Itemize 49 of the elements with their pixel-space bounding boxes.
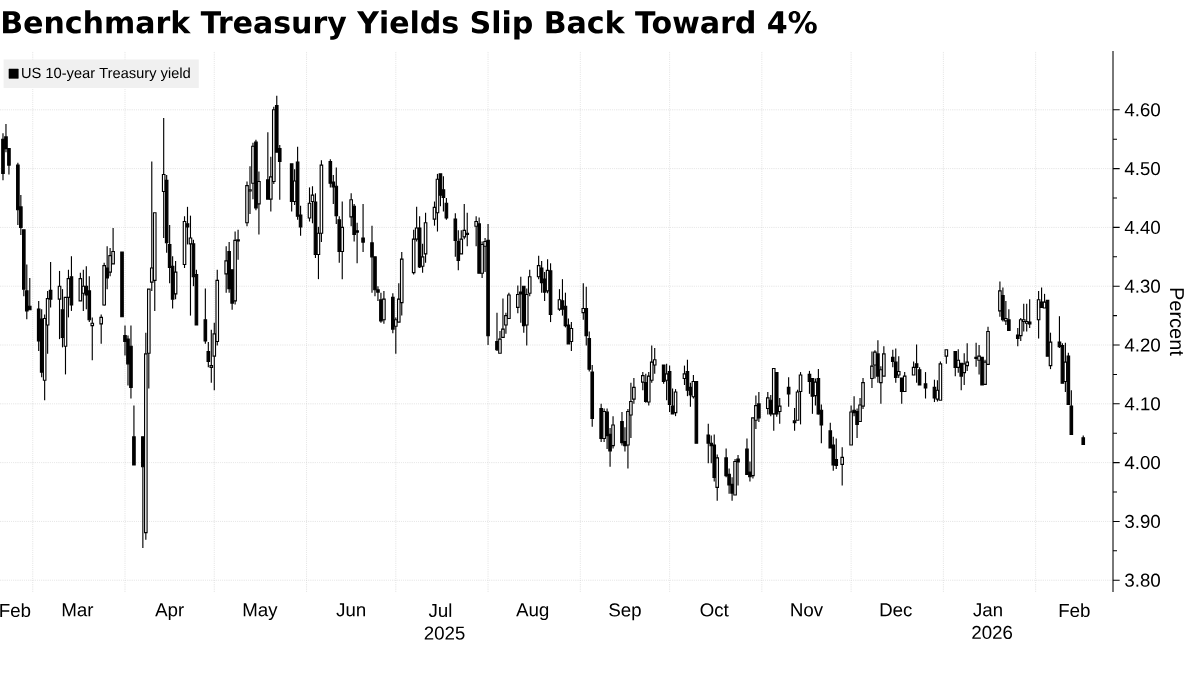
candlestick: [370, 225, 374, 294]
y-tick-label: 4.10: [1124, 397, 1160, 411]
y-tick-label: 3.90: [1125, 514, 1160, 529]
candlestick: [694, 380, 699, 444]
candlestick: [132, 405, 136, 466]
y-tick-label: 4.20: [1124, 338, 1160, 352]
x-tick-label: Jun: [336, 603, 366, 617]
candlestick: [486, 223, 490, 346]
x-tick-label: May: [243, 603, 278, 621]
candlestick: [605, 407, 609, 450]
x-tick-label: Jan 2026: [972, 603, 1013, 640]
candlestick: [361, 203, 365, 253]
candlestick: [120, 251, 124, 318]
candlestick: [477, 216, 481, 274]
y-tick-label: 4.60: [1124, 103, 1160, 117]
candlestick: [16, 162, 20, 226]
candlestick: [99, 313, 104, 345]
y-axis-title: Percent: [1169, 288, 1184, 356]
candlestick: [620, 411, 624, 447]
x-tick-label: Feb: [1059, 603, 1090, 618]
y-tick-label: 4.40: [1124, 220, 1160, 235]
candlestick: [233, 230, 237, 306]
y-tick-label: 4.00: [1124, 456, 1160, 470]
candlestick: [1001, 286, 1005, 323]
x-tick-label: Jul 2025: [424, 603, 465, 640]
y-tick-label: 4.50: [1124, 161, 1160, 176]
x-tick-label: Oct: [700, 603, 729, 617]
candlestick: [203, 287, 208, 345]
candlestick: [569, 321, 574, 352]
candlestick: [870, 350, 874, 389]
x-tick-label: Nov: [791, 603, 824, 617]
chart-title: Benchmark Treasury Yields Slip Back Toward 4%: [3, 10, 817, 40]
x-tick-label: Apr: [155, 603, 184, 621]
candlestick: [876, 339, 880, 384]
candlestick: [745, 437, 749, 475]
candlestick: [382, 290, 386, 325]
x-tick-label: Mar: [62, 603, 94, 617]
y-tick-label: 4.30: [1124, 279, 1160, 293]
y-tick-label: 3.80: [1125, 573, 1160, 587]
candlestick: [840, 446, 845, 487]
candlestick: [27, 277, 32, 311]
candlestick: [129, 325, 133, 400]
legend-label: US 10-year Treasury yield: [22, 67, 190, 82]
candlestick: [611, 415, 615, 450]
candlestick: [1036, 290, 1041, 340]
x-tick-label: Feb: [0, 603, 31, 618]
x-tick-label: Aug: [516, 603, 549, 621]
x-tick-label: Dec: [880, 603, 912, 617]
x-tick-label: Sep: [609, 603, 641, 621]
